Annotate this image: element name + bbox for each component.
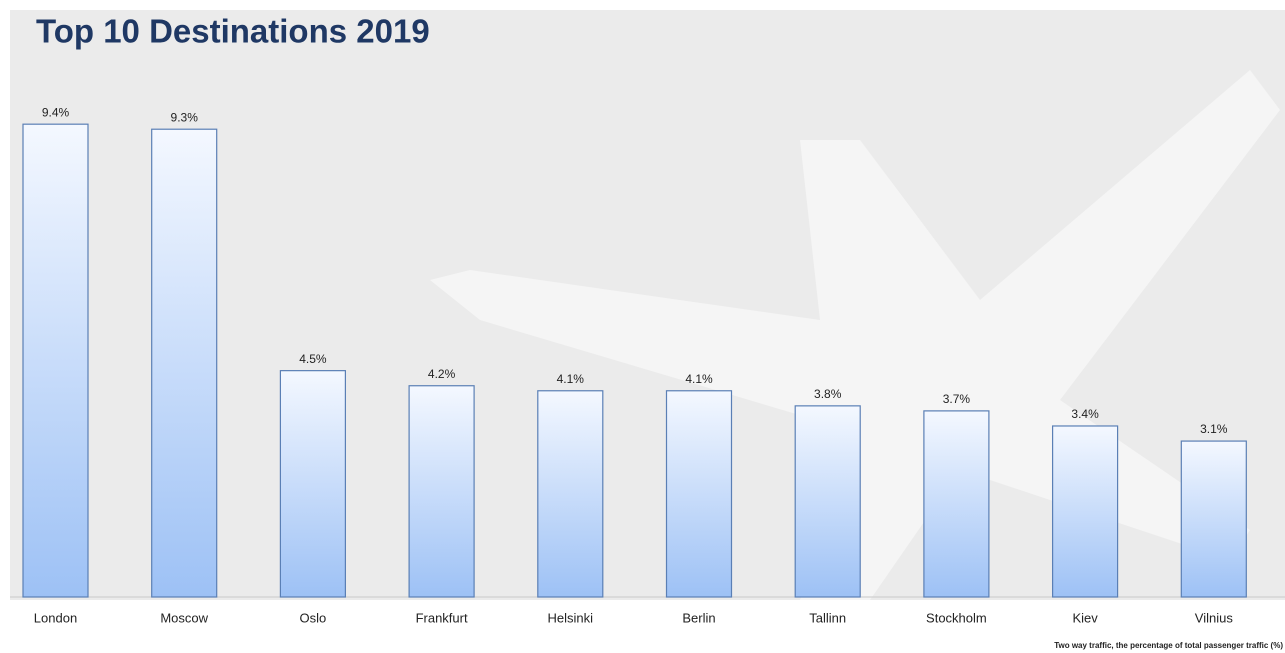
value-label: 9.3% bbox=[171, 110, 199, 124]
x-tick-label: Moscow bbox=[160, 610, 208, 625]
x-tick-label: Vilnius bbox=[1195, 610, 1234, 625]
bar bbox=[408, 385, 475, 598]
x-tick-label: Oslo bbox=[300, 610, 327, 625]
x-tick-label: Tallinn bbox=[809, 610, 846, 625]
x-tick-label: Stockholm bbox=[926, 610, 987, 625]
x-tick-label: Frankfurt bbox=[416, 610, 468, 625]
value-label: 3.1% bbox=[1200, 422, 1228, 436]
chart-title: Top 10 Destinations 2019 bbox=[36, 13, 430, 50]
value-label: 4.1% bbox=[685, 372, 713, 386]
value-label: 9.4% bbox=[42, 105, 70, 119]
bar bbox=[1051, 425, 1119, 598]
value-label: 4.1% bbox=[557, 372, 585, 386]
x-tick-label: Kiev bbox=[1072, 610, 1098, 625]
value-label: 3.8% bbox=[814, 387, 842, 401]
bar bbox=[1180, 440, 1247, 598]
bar bbox=[794, 405, 861, 598]
bar bbox=[537, 390, 604, 598]
value-label: 3.4% bbox=[1071, 407, 1099, 421]
x-tick-label: Helsinki bbox=[548, 610, 594, 625]
value-label: 4.2% bbox=[428, 367, 456, 381]
x-tick-label: Berlin bbox=[682, 610, 715, 625]
x-tick-label: London bbox=[34, 610, 77, 625]
bar bbox=[923, 410, 990, 598]
value-label: 3.7% bbox=[943, 392, 971, 406]
value-label: 4.5% bbox=[299, 352, 327, 366]
bar bbox=[151, 128, 218, 598]
bar bbox=[279, 370, 346, 598]
bar bbox=[665, 390, 733, 598]
bar bbox=[22, 123, 89, 598]
footnote: Two way traffic, the percentage of total… bbox=[1054, 641, 1283, 650]
